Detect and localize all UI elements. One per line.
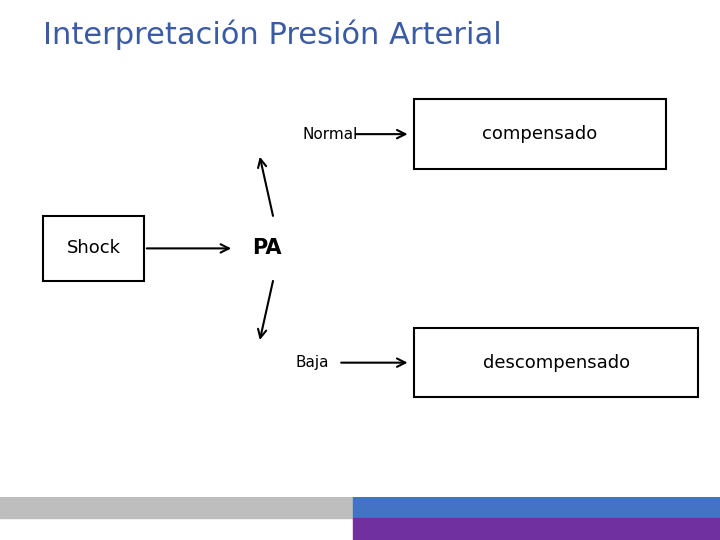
FancyBboxPatch shape (414, 328, 698, 397)
Text: Shock: Shock (67, 239, 121, 258)
FancyBboxPatch shape (43, 216, 144, 281)
Text: Baja: Baja (295, 355, 329, 370)
Text: Interpretación Presión Arterial: Interpretación Presión Arterial (43, 20, 502, 50)
Bar (353, 518, 720, 540)
FancyBboxPatch shape (414, 99, 666, 169)
Text: Normal: Normal (302, 127, 358, 141)
Text: descompensado: descompensado (482, 354, 630, 372)
Text: PA: PA (252, 238, 281, 259)
Text: compensado: compensado (482, 125, 598, 143)
Bar (0, 497, 720, 518)
Bar (353, 497, 720, 518)
